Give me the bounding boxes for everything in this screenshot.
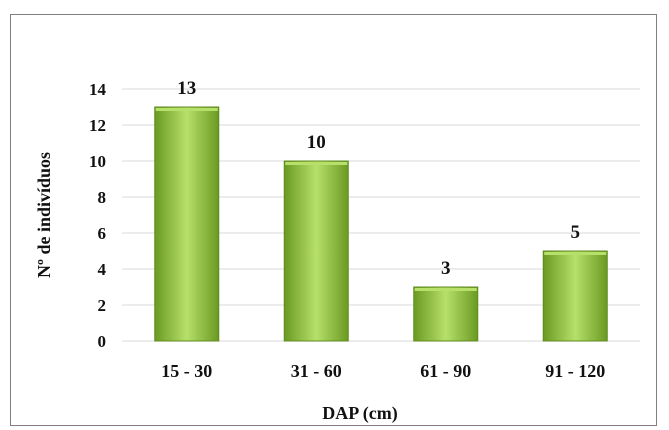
bar	[154, 106, 220, 342]
bar-highlight	[544, 252, 607, 255]
bar-highlight	[285, 162, 348, 165]
bar	[283, 160, 349, 342]
y-tick-label: 10	[89, 152, 106, 171]
x-tick-label: 31 - 60	[291, 361, 342, 381]
data-label: 3	[441, 258, 451, 279]
y-tick-label: 14	[89, 80, 107, 99]
data-label: 13	[177, 78, 196, 99]
data-label: 5	[571, 222, 581, 243]
bar-highlight	[155, 108, 218, 111]
bar	[542, 250, 608, 342]
labels: 0 2 4 6 8 10 12 14 13 15 - 30 10 31 - 60 3 61 - 90 5 91…	[89, 78, 605, 381]
y-axis-title: Nº de indivíduos	[34, 152, 54, 278]
y-tick-label: 2	[98, 296, 107, 315]
bar-highlight	[414, 288, 477, 291]
y-tick-label: 0	[98, 332, 107, 351]
x-tick-label: 91 - 120	[545, 361, 605, 381]
y-tick-label: 8	[98, 188, 107, 207]
x-tick-label: 61 - 90	[420, 361, 471, 381]
y-tick-label: 4	[98, 260, 107, 279]
bars	[154, 106, 608, 342]
x-axis-title: DAP (cm)	[322, 403, 397, 424]
bar	[413, 286, 479, 342]
y-tick-label: 6	[98, 224, 107, 243]
y-tick-label: 12	[89, 116, 106, 135]
x-tick-label: 15 - 30	[161, 361, 212, 381]
data-label: 10	[307, 132, 326, 153]
